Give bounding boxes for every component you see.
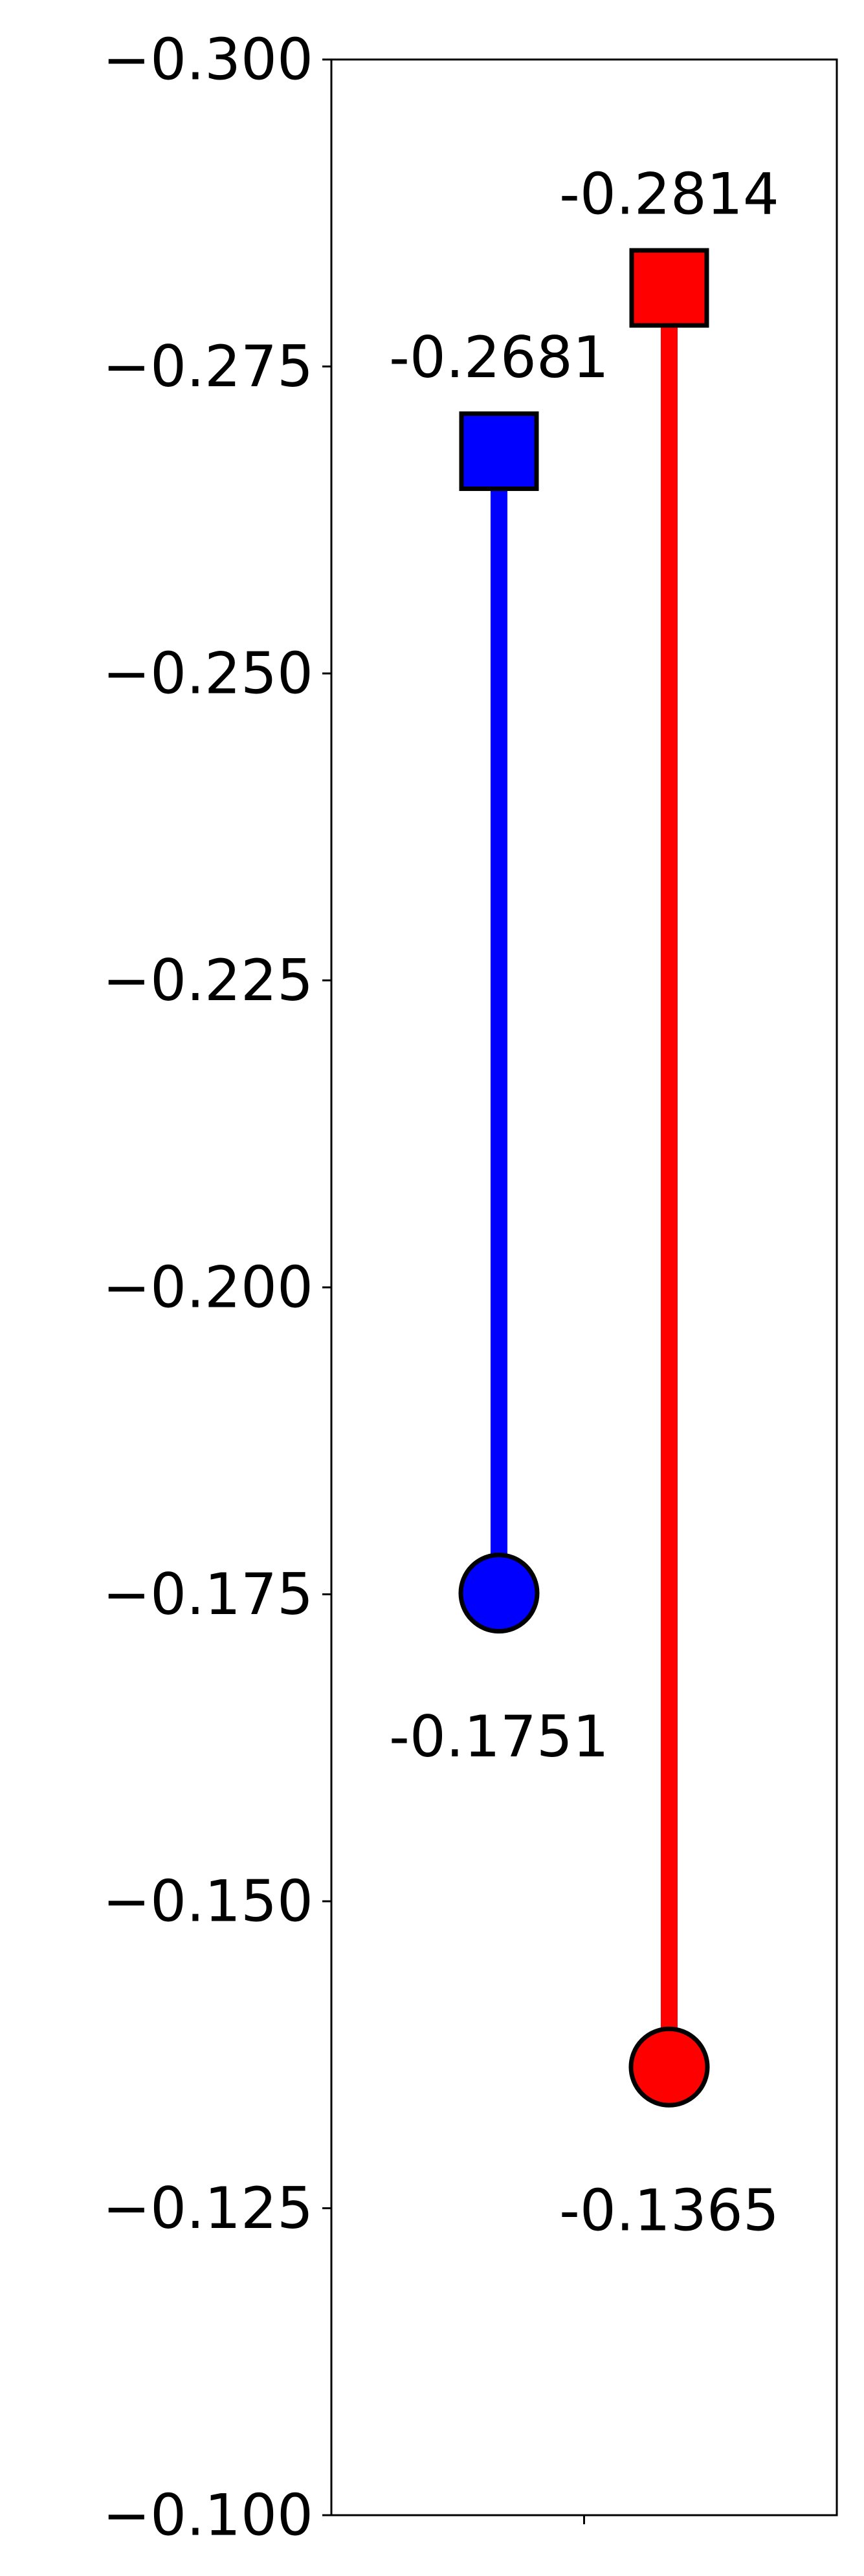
y-tick-label: −0.200: [102, 1254, 313, 1321]
y-axis: −0.300 −0.275 −0.250 −0.225 −0.200 −0.175 −0.1…: [102, 27, 331, 2549]
end-value-label: -0.2814: [559, 161, 779, 228]
start-value-label: -0.1751: [389, 1703, 609, 1770]
y-tick-label: −0.300: [102, 27, 313, 93]
y-tick-label: −0.100: [102, 2482, 313, 2549]
plot-frame: [330, 58, 838, 2516]
end-marker: [629, 248, 709, 328]
y-tick-label: −0.250: [102, 640, 313, 707]
y-tick-label: −0.175: [102, 1561, 313, 1628]
end-marker: [459, 411, 539, 491]
y-tick-label: −0.125: [102, 2175, 313, 2242]
plot-area: [330, 58, 838, 2516]
y-tick-label: −0.275: [102, 333, 313, 400]
end-value-label: -0.2681: [389, 324, 609, 391]
start-marker: [458, 1553, 540, 1634]
y-tick-label: −0.225: [102, 947, 313, 1014]
start-value-label: -0.1365: [559, 2178, 779, 2244]
y-tick-label: −0.150: [102, 1868, 313, 1935]
series-layer: -0.2681 -0.1751 -0.2814 -0.1365: [389, 161, 779, 2244]
start-marker: [628, 2026, 710, 2108]
